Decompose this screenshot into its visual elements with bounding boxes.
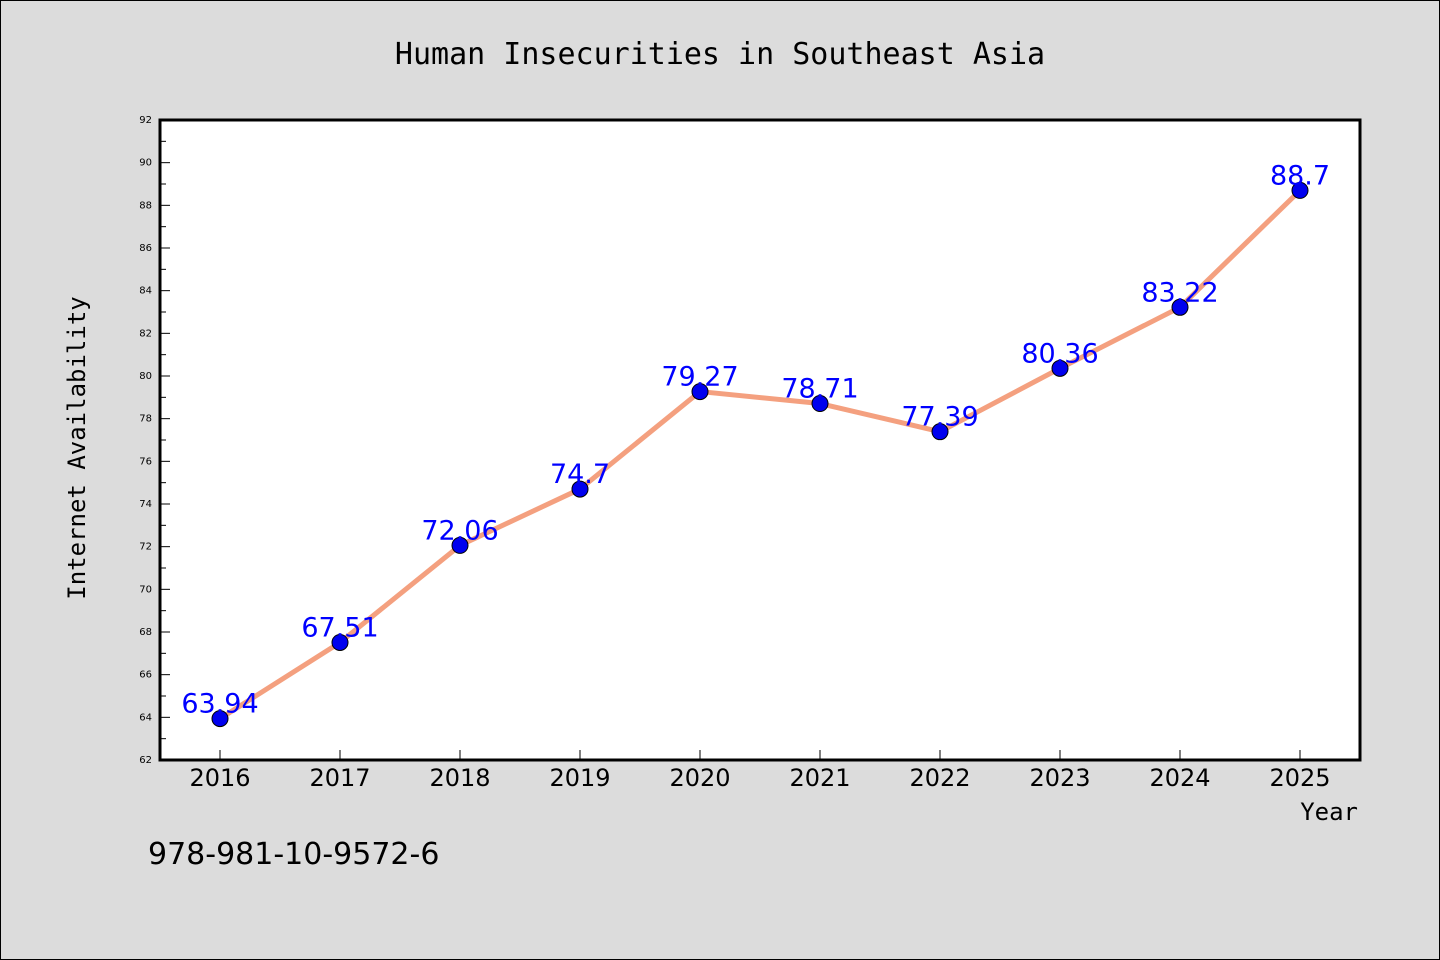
data-point bbox=[211, 710, 229, 728]
data-label: 74.7 bbox=[550, 459, 610, 490]
y-tick-label: 90 bbox=[139, 158, 152, 169]
y-tick-label: 74 bbox=[139, 499, 152, 510]
data-point bbox=[331, 633, 349, 651]
data-label: 72.06 bbox=[421, 515, 498, 546]
y-tick-label: 80 bbox=[139, 371, 152, 382]
series-group: 63.94 67.51 72.06 74.7 79.27 78.71 77.39 80.36 8… bbox=[181, 160, 1330, 728]
x-axis-label: Year bbox=[1300, 798, 1358, 826]
y-tick-label: 88 bbox=[139, 200, 152, 211]
y-tick-label: 86 bbox=[139, 243, 152, 254]
x-tick-label: 2024 bbox=[1149, 764, 1210, 792]
data-point bbox=[451, 536, 469, 554]
data-label: 79.27 bbox=[661, 362, 738, 393]
x-axis-ticks: 2016 2017 2018 2019 2020 2021 2022 2023 2024 2025 bbox=[189, 750, 1331, 792]
y-tick-label: 92 bbox=[139, 115, 152, 126]
y-tick-label: 72 bbox=[139, 542, 152, 553]
data-point bbox=[571, 480, 589, 498]
x-tick-label: 2016 bbox=[189, 764, 250, 792]
data-point bbox=[1171, 298, 1189, 316]
data-point bbox=[931, 423, 949, 441]
y-tick-label: 70 bbox=[139, 584, 152, 595]
data-point bbox=[691, 383, 709, 401]
y-axis-label: Internet Availability bbox=[63, 296, 91, 599]
y-tick-label: 82 bbox=[139, 328, 152, 339]
data-label: 83.22 bbox=[1141, 277, 1218, 308]
y-tick-label: 68 bbox=[139, 627, 152, 638]
x-tick-label: 2020 bbox=[669, 764, 730, 792]
x-tick-label: 2018 bbox=[429, 764, 490, 792]
data-label: 77.39 bbox=[901, 402, 978, 433]
y-tick-label: 78 bbox=[139, 414, 152, 425]
x-tick-label: 2022 bbox=[909, 764, 970, 792]
data-label: 67.51 bbox=[301, 612, 378, 643]
data-label: 78.71 bbox=[781, 374, 858, 405]
y-tick-label: 66 bbox=[139, 670, 152, 681]
y-tick-label: 76 bbox=[139, 456, 152, 467]
plot-area bbox=[158, 118, 1362, 762]
x-tick-label: 2025 bbox=[1269, 764, 1330, 792]
x-tick-label: 2017 bbox=[309, 764, 370, 792]
x-tick-label: 2019 bbox=[549, 764, 610, 792]
data-label: 63.94 bbox=[181, 689, 258, 720]
data-point bbox=[1051, 359, 1069, 377]
data-label: 88.7 bbox=[1270, 160, 1330, 191]
series-line bbox=[217, 187, 1303, 722]
data-point bbox=[1291, 181, 1309, 199]
chart-title: Human Insecurities in Southeast Asia bbox=[395, 37, 1045, 72]
x-tick-label: 2023 bbox=[1029, 764, 1090, 792]
x-tick-label: 2021 bbox=[789, 764, 850, 792]
y-axis-ticks: 62 64 66 68 70 72 74 76 78 80 82 84 86 88 90 92 bbox=[139, 115, 170, 766]
y-tick-label: 64 bbox=[139, 712, 152, 723]
y-tick-label: 62 bbox=[139, 755, 152, 766]
isbn-annotation: 978-981-10-9572-6 bbox=[148, 837, 439, 872]
data-point bbox=[811, 395, 829, 413]
data-label: 80.36 bbox=[1021, 338, 1098, 369]
y-tick-label: 84 bbox=[139, 286, 152, 297]
